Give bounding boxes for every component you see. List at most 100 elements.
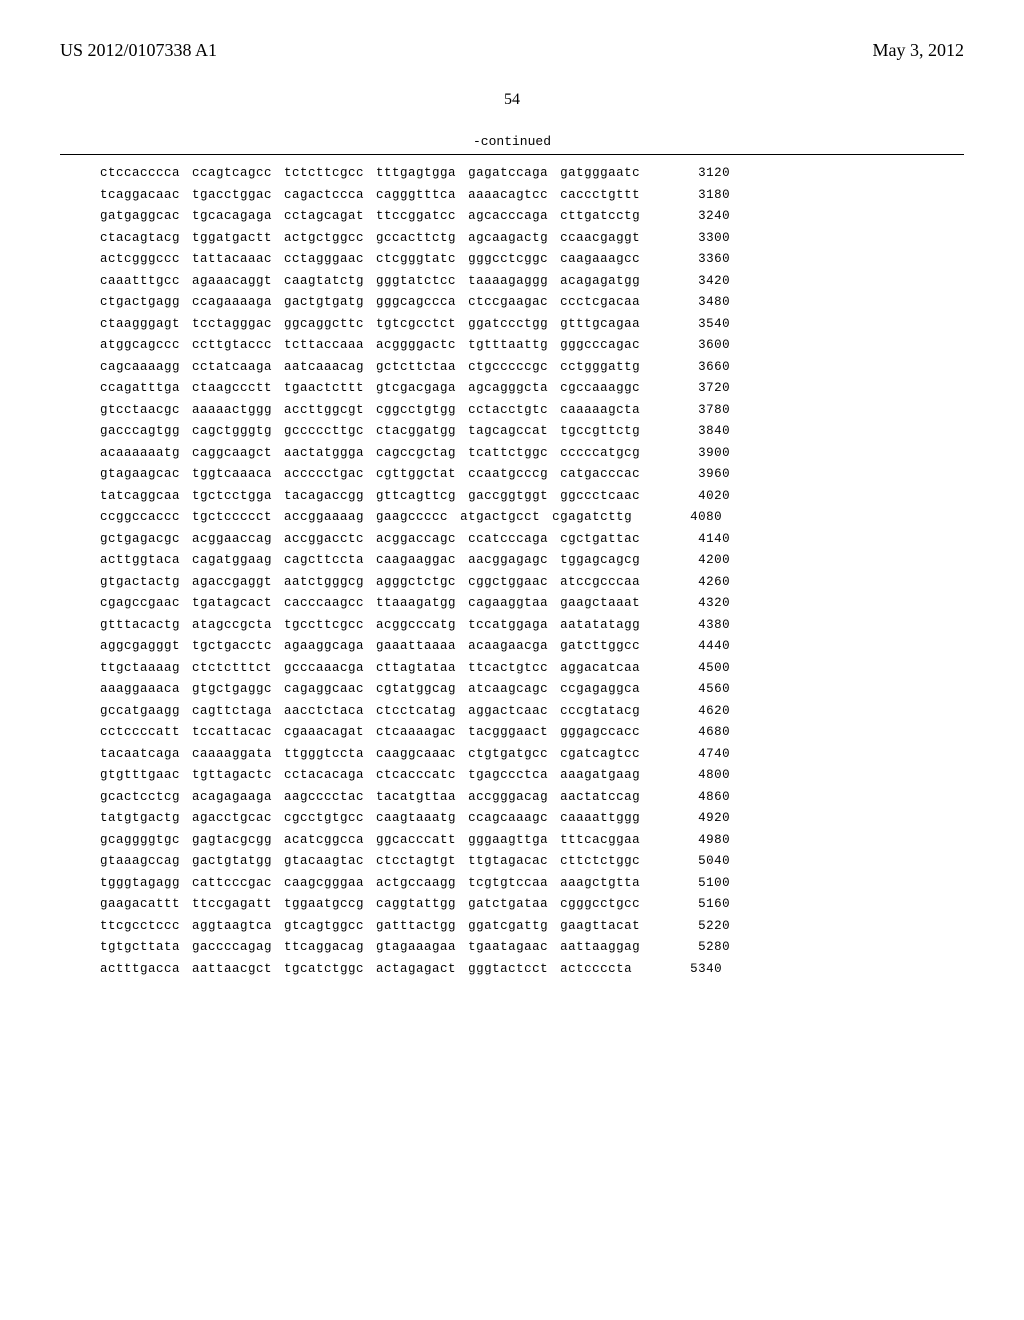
sequence-group: gaagccccc bbox=[376, 511, 448, 524]
sequence-group: cagctgggtg bbox=[192, 425, 272, 438]
sequence-group: actgccaagg bbox=[376, 877, 456, 890]
sequence-group: agcacccaga bbox=[468, 210, 548, 223]
sequence-group: tcattctggc bbox=[468, 447, 548, 460]
sequence-groups: ctaagggagttcctagggacggcaggcttctgtcgcctct… bbox=[100, 318, 640, 331]
sequence-group: ctcgggtatc bbox=[376, 253, 456, 266]
sequence-group: tacaatcaga bbox=[100, 748, 180, 761]
sequence-group: gtaaagccag bbox=[100, 855, 180, 868]
sequence-group: tgctccccct bbox=[192, 511, 272, 524]
sequence-row: cgagccgaactgatagcactcacccaagccttaaagatgg… bbox=[100, 597, 964, 610]
sequence-group: gtttacactg bbox=[100, 619, 180, 632]
sequence-group: gagatccaga bbox=[468, 167, 548, 180]
sequence-group: atcaagcagc bbox=[468, 683, 548, 696]
sequence-groups: ccagatttgactaagccctttgaactctttgtcgacgaga… bbox=[100, 382, 640, 395]
sequence-group: tccatggaga bbox=[468, 619, 548, 632]
sequence-row: actttgaccaaattaacgcttgcatctggcactagagact… bbox=[100, 963, 964, 976]
sequence-group: gatcttggcc bbox=[560, 640, 640, 653]
sequence-group: ggccctcaac bbox=[560, 490, 640, 503]
sequence-group: cgcctgtgcc bbox=[284, 812, 364, 825]
sequence-group: atccgcccaa bbox=[560, 576, 640, 589]
sequence-group: caagaaagcc bbox=[560, 253, 640, 266]
sequence-group: tgccgttctg bbox=[560, 425, 640, 438]
sequence-group: gcccaaacga bbox=[284, 662, 364, 675]
sequence-groups: tacaatcagacaaaaggatattgggtcctacaaggcaaac… bbox=[100, 748, 640, 761]
sequence-groups: aggcgagggttgctgacctcagaaggcagagaaattaaaa… bbox=[100, 640, 640, 653]
sequence-group: ggcacccatt bbox=[376, 834, 456, 847]
sequence-row: tacaatcagacaaaaggatattgggtcctacaaggcaaac… bbox=[100, 748, 964, 761]
sequence-row: caaatttgccagaaacaggtcaagtatctggggtatctcc… bbox=[100, 275, 964, 288]
sequence-group: cctagcagat bbox=[284, 210, 364, 223]
sequence-position: 5280 bbox=[680, 941, 730, 954]
sequence-position: 4200 bbox=[680, 554, 730, 567]
sequence-row: ctgactgaggccagaaaagagactgtgatggggcagccca… bbox=[100, 296, 964, 309]
sequence-group: cgggcctgcc bbox=[560, 898, 640, 911]
sequence-row: ttgctaaaagctctctttctgcccaaacgacttagtataa… bbox=[100, 662, 964, 675]
sequence-group: aattaaggag bbox=[560, 941, 640, 954]
sequence-group: aagcccctac bbox=[284, 791, 364, 804]
sequence-position: 3120 bbox=[680, 167, 730, 180]
sequence-group: gatgggaatc bbox=[560, 167, 640, 180]
sequence-group: gactgtatgg bbox=[192, 855, 272, 868]
sequence-group: gtcgacgaga bbox=[376, 382, 456, 395]
sequence-group: aactatggga bbox=[284, 447, 364, 460]
sequence-group: agcaagactg bbox=[468, 232, 548, 245]
sequence-group: ttgtagacac bbox=[468, 855, 548, 868]
sequence-row: tatgtgactgagacctgcaccgcctgtgcccaagtaaatg… bbox=[100, 812, 964, 825]
sequence-position: 4860 bbox=[680, 791, 730, 804]
sequence-listing: ctccaccccaccagtcagcctctcttcgcctttgagtgga… bbox=[60, 167, 964, 975]
sequence-group: ctacagtacg bbox=[100, 232, 180, 245]
sequence-group: aggactcaac bbox=[468, 705, 548, 718]
sequence-group: aactatccag bbox=[560, 791, 640, 804]
sequence-row: ccagatttgactaagccctttgaactctttgtcgacgaga… bbox=[100, 382, 964, 395]
sequence-row: atggcagcccccttgtaccctcttaccaaaacggggactc… bbox=[100, 339, 964, 352]
sequence-group: ttcactgtcc bbox=[468, 662, 548, 675]
sequence-group: ctcacccatc bbox=[376, 769, 456, 782]
sequence-row: gctgagacgcacggaaccagaccggacctcacggaccagc… bbox=[100, 533, 964, 546]
sequence-group: atggcagccc bbox=[100, 339, 180, 352]
sequence-group: cctagggaac bbox=[284, 253, 364, 266]
sequence-row: tgtgcttatagaccccagagttcaggacaggtagaaagaa… bbox=[100, 941, 964, 954]
sequence-row: gatgaggcactgcacagagacctagcagatttccggatcc… bbox=[100, 210, 964, 223]
sequence-group: cagttctaga bbox=[192, 705, 272, 718]
sequence-group: ttgctaaaag bbox=[100, 662, 180, 675]
sequence-groups: tatcaggcaatgctcctggatacagaccgggttcagttcg… bbox=[100, 490, 640, 503]
sequence-group: caaaaagcta bbox=[560, 404, 640, 417]
sequence-position: 4620 bbox=[680, 705, 730, 718]
sequence-position: 4740 bbox=[680, 748, 730, 761]
sequence-row: gcaggggtgcgagtacgcggacatcggccaggcacccatt… bbox=[100, 834, 964, 847]
sequence-groups: acaaaaaatgcaggcaagctaactatgggacagccgctag… bbox=[100, 447, 640, 460]
sequence-group: gactgtgatg bbox=[284, 296, 364, 309]
sequence-group: gttcagttcg bbox=[376, 490, 456, 503]
sequence-group: cagatggaag bbox=[192, 554, 272, 567]
sequence-group: cgccaaaggc bbox=[560, 382, 640, 395]
sequence-position: 3360 bbox=[680, 253, 730, 266]
publication-date: May 3, 2012 bbox=[873, 40, 965, 61]
sequence-group: gggcccagac bbox=[560, 339, 640, 352]
sequence-group: aatatatagg bbox=[560, 619, 640, 632]
sequence-groups: caaatttgccagaaacaggtcaagtatctggggtatctcc… bbox=[100, 275, 640, 288]
sequence-group: cagaggcaac bbox=[284, 683, 364, 696]
sequence-groups: ctacagtacgtggatgacttactgctggccgccacttctg… bbox=[100, 232, 640, 245]
sequence-group: tgcacagaga bbox=[192, 210, 272, 223]
sequence-group: tattacaaac bbox=[192, 253, 272, 266]
sequence-position: 3900 bbox=[680, 447, 730, 460]
sequence-group: ttcaggacag bbox=[284, 941, 364, 954]
sequence-position: 4500 bbox=[680, 662, 730, 675]
sequence-group: caagtaaatg bbox=[376, 812, 456, 825]
sequence-position: 4380 bbox=[680, 619, 730, 632]
sequence-position: 4260 bbox=[680, 576, 730, 589]
sequence-group: gaccccagag bbox=[192, 941, 272, 954]
sequence-position: 4680 bbox=[680, 726, 730, 739]
sequence-group: ctacggatgg bbox=[376, 425, 456, 438]
sequence-group: cagcaaaagg bbox=[100, 361, 180, 374]
sequence-groups: gtttacactgatagccgctatgccttcgccacggcccatg… bbox=[100, 619, 640, 632]
sequence-row: gtgtttgaactgttagactccctacacagactcacccatc… bbox=[100, 769, 964, 782]
sequence-group: gaagctaaat bbox=[560, 597, 640, 610]
sequence-group: acggcccatg bbox=[376, 619, 456, 632]
sequence-group: accccctgac bbox=[284, 468, 364, 481]
sequence-position: 5100 bbox=[680, 877, 730, 890]
sequence-position: 4080 bbox=[672, 511, 722, 524]
sequence-group: gaagttacat bbox=[560, 920, 640, 933]
sequence-group: actttgacca bbox=[100, 963, 180, 976]
sequence-group: cttgatcctg bbox=[560, 210, 640, 223]
